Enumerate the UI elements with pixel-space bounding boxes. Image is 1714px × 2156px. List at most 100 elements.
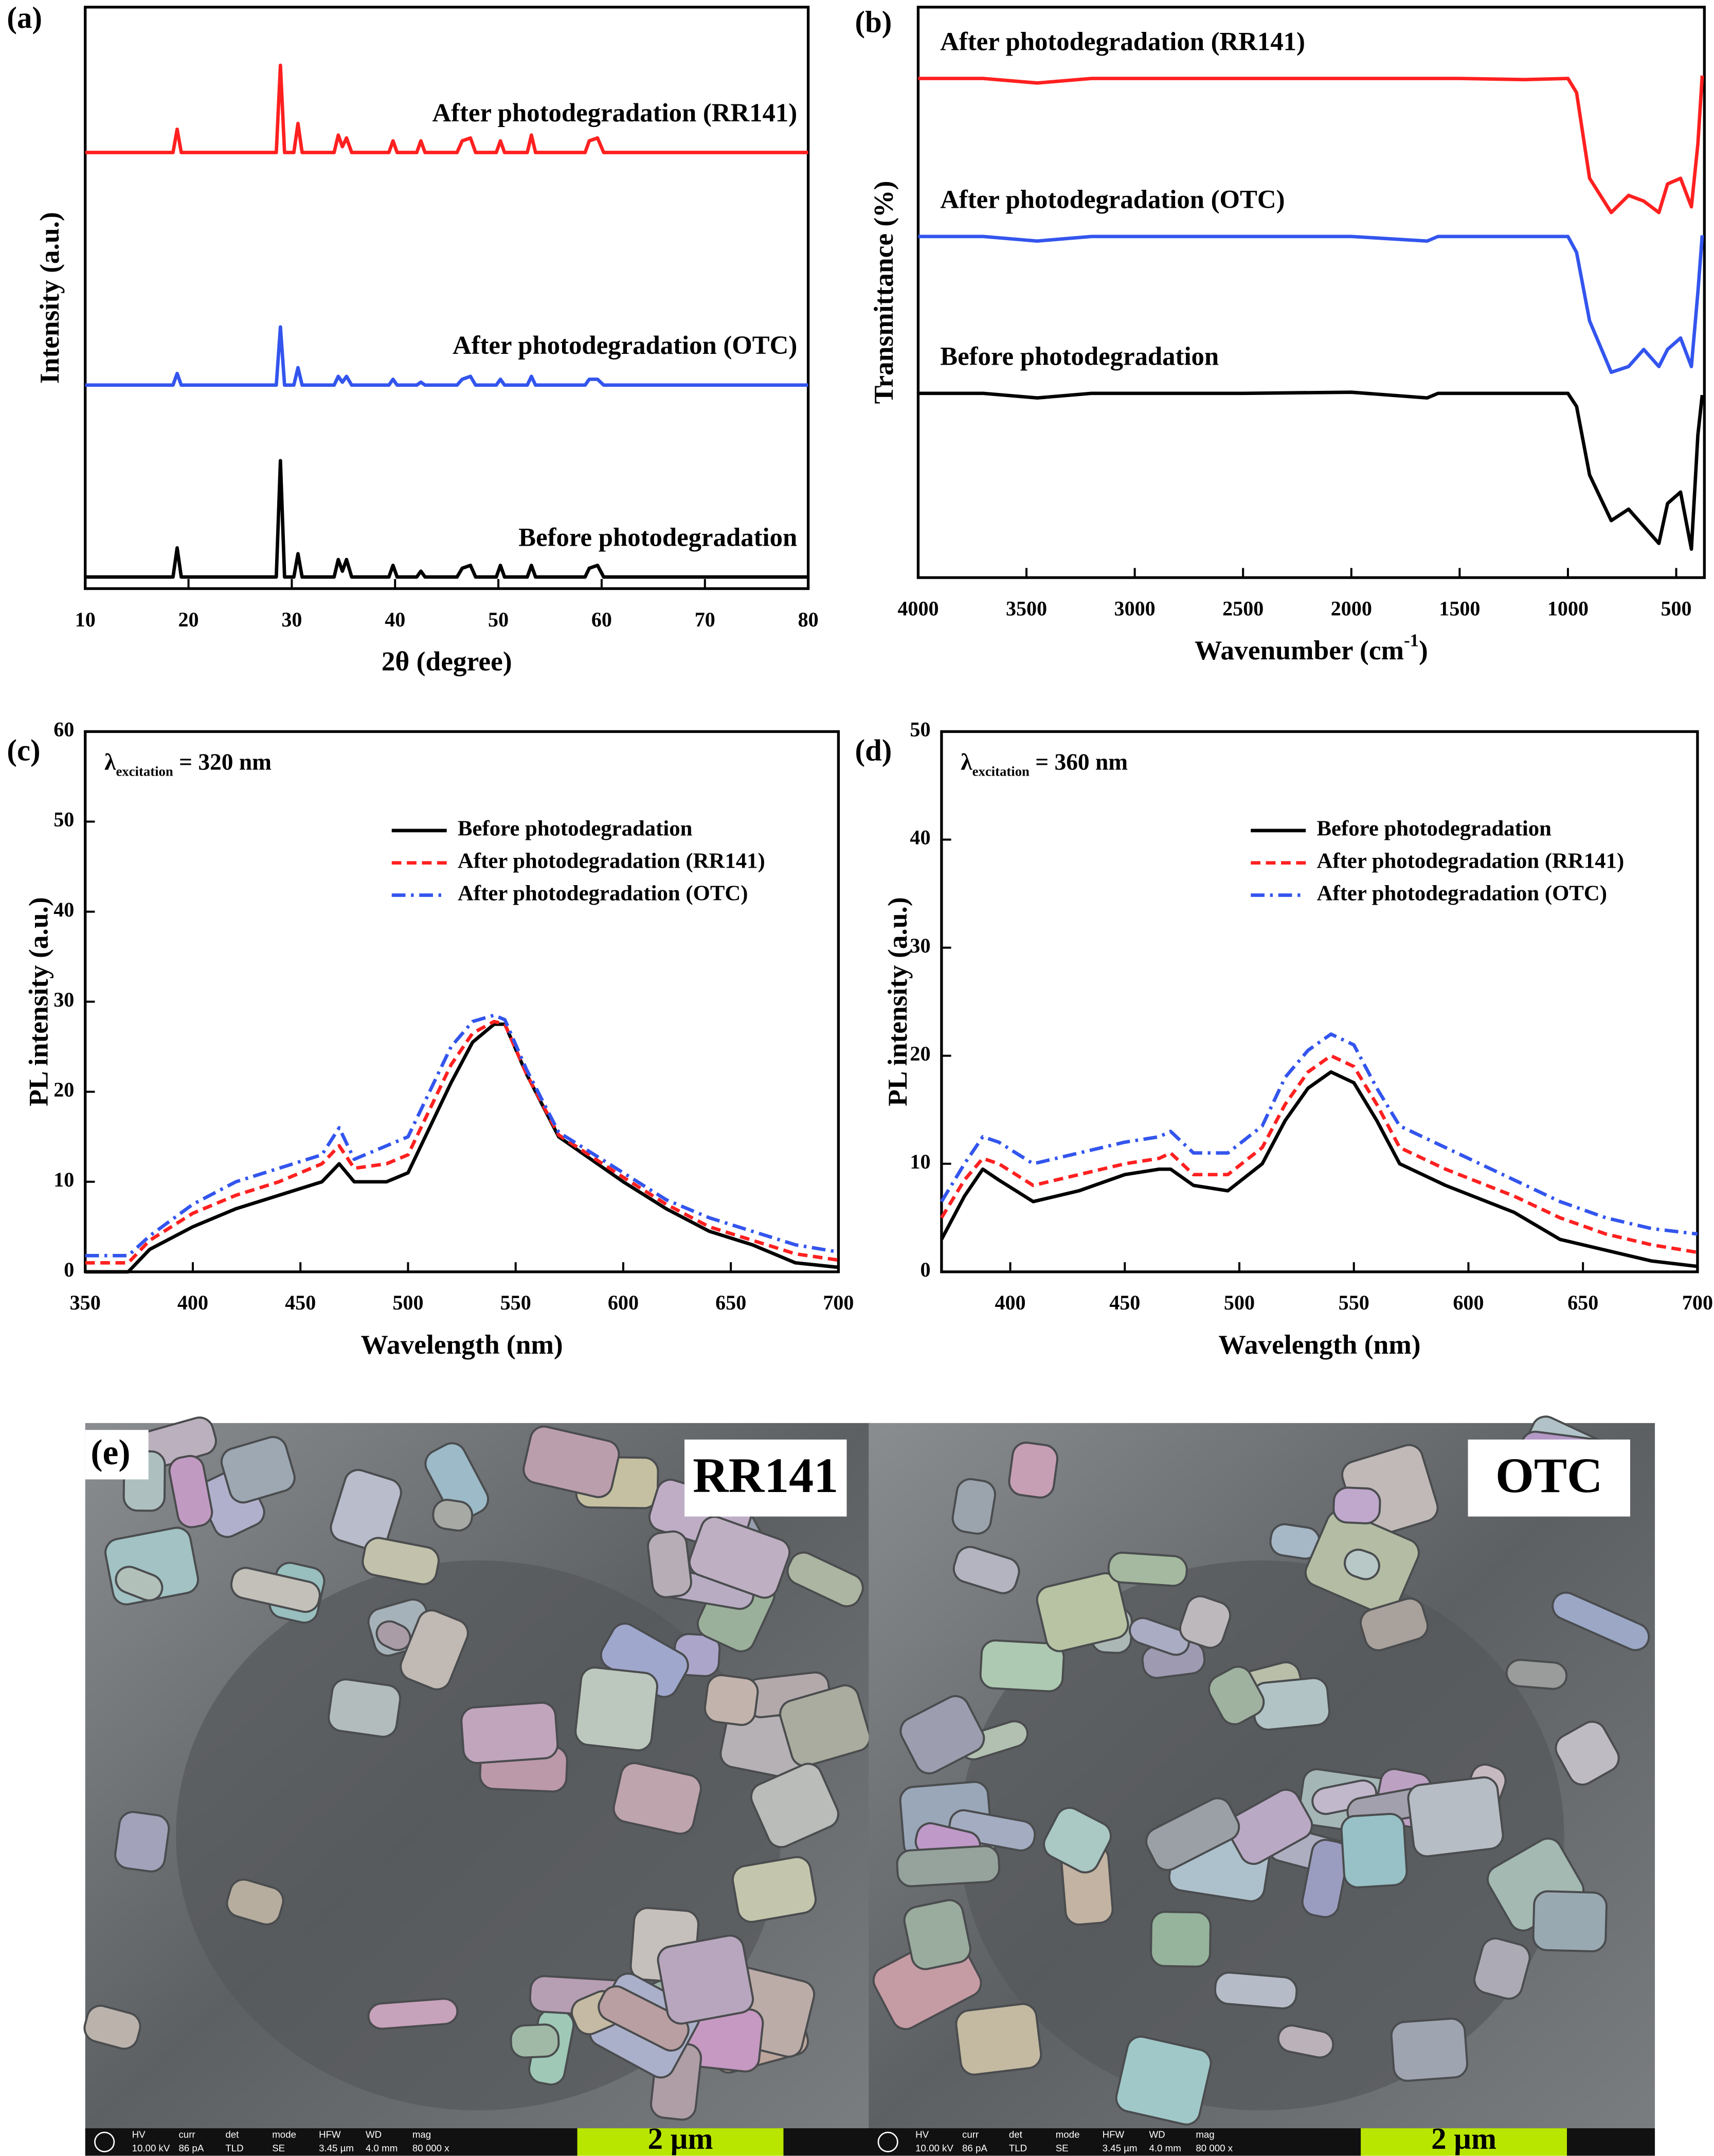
sem-particle [786,1551,864,1608]
x-tick-label: 1000 [1547,597,1589,620]
sem-particle [114,1811,170,1873]
series-line [940,1054,1698,1254]
legend-label: Before photodegradation [458,817,693,841]
series-line [940,1032,1698,1236]
x-axis-label-text: Wavelength (nm) [360,1329,563,1360]
x-tick-label: 70 [695,608,715,631]
series-line [85,1013,839,1257]
series-label: After photodegradation (OTC) [453,331,797,360]
y-tick-label: 50 [910,718,930,741]
annotation-subscript: excitation [972,764,1030,779]
series-label: After photodegradation (OTC) [940,185,1285,214]
info-logo [94,2131,115,2152]
sem-particle [1359,1597,1429,1651]
x-axis-label-sup: -1 [1404,631,1419,651]
sem-particle [328,1678,402,1738]
sem-particle [1145,1797,1240,1871]
sem-particle [779,1684,871,1767]
sem-particle [1207,1665,1265,1726]
y-tick-label: 0 [64,1258,74,1281]
x-tick-label: 20 [178,608,199,631]
sem-particle [1551,1591,1650,1651]
x-tick-label: 40 [385,608,405,631]
info-key: mode [272,2129,296,2140]
sem-particle [750,1763,839,1848]
y-tick-label: 40 [53,898,74,921]
x-axis-label-text: Wavelength (nm) [1218,1329,1420,1360]
info-value: 80 000 x [412,2143,449,2153]
x-axis-label: Wavelength (nm) [1218,1329,1420,1360]
sem-panel-label-box [85,1430,149,1480]
sem-particle [1179,1595,1232,1649]
panel-label: (c) [7,734,40,767]
info-value: 3.45 µm [319,2143,354,2153]
y-axis-label: PL intensity (a.u.) [23,897,53,1106]
annotation-symbol: λ [104,749,116,775]
x-tick-label: 10 [75,608,96,631]
sem-particle [367,1998,459,2030]
info-value: 86 pA [178,2143,204,2153]
plot-frame [916,6,1706,579]
info-key: mode [1056,2129,1080,2140]
sem-particle [83,2004,141,2050]
sem-particle [1128,1617,1190,1656]
y-tick-label: 30 [910,934,930,957]
x-tick-label: 30 [281,608,302,631]
sem-particle [1555,1720,1620,1786]
series-line [940,1070,1698,1268]
info-value: 86 pA [962,2143,987,2153]
sem-particle [1277,2024,1334,2059]
y-axis-label: PL intensity (a.u.) [882,897,913,1106]
sem-particle [1115,2035,1212,2126]
x-axis-label: Wavelength (nm) [360,1329,563,1360]
y-axis-label: Transmittance (%) [868,181,899,404]
x-axis-label: 2θ (degree) [382,646,512,677]
sem-particle [688,1516,791,1599]
x-tick-label: 500 [392,1291,423,1314]
sem-particle [612,1762,702,1835]
sem-particle [400,1609,469,1691]
x-tick-label: 550 [500,1291,531,1314]
legend-label: After photodegradation (OTC) [458,881,748,905]
sem-particle [1332,1486,1381,1524]
sem-particle [230,1567,321,1613]
annotation: λexcitation = 360 nm [961,749,1128,779]
info-logo [877,2131,898,2152]
info-key: HV [915,2129,929,2140]
y-tick-label: 50 [53,808,74,831]
x-axis-label-end: ) [1419,635,1428,666]
x-tick-label: 450 [285,1291,316,1314]
sem-particle [1407,1776,1504,1858]
legend-label: After photodegradation (RR141) [458,849,765,873]
sem-label: RR141 [693,1448,838,1503]
y-tick-label: 10 [53,1168,74,1191]
sem-particle [1532,1890,1608,1953]
x-tick-label: 50 [488,608,509,631]
sem-particle [362,1537,440,1586]
info-value: TLD [225,2143,243,2153]
sem-particle [115,1566,164,1602]
legend-label: After photodegradation (OTC) [1317,881,1607,905]
sem-particle [598,1985,690,2052]
x-axis-label-text: Wavenumber (cm [1195,635,1404,666]
legend-label: After photodegradation (RR141) [1317,849,1625,873]
x-tick-label: 500 [1661,597,1691,620]
x-tick-label: 350 [70,1291,101,1314]
sem-particle [226,1878,284,1926]
sem-label: OTC [1495,1448,1603,1503]
y-tick-label: 40 [910,826,930,849]
plot-frame [940,730,1699,1273]
sem-particle [731,1856,817,1923]
panel-label: (e) [91,1433,130,1472]
sem-particle [510,2023,560,2059]
info-key: WD [366,2129,382,2140]
x-tick-label: 700 [823,1291,854,1314]
sem-particle [574,1666,658,1752]
x-tick-label: 700 [1682,1291,1713,1314]
sem-particle [1226,1788,1313,1865]
info-key: WD [1149,2129,1165,2140]
y-tick-label: 20 [910,1042,930,1065]
annotation-text: = 320 nm [173,749,272,775]
y-tick-label: 20 [53,1078,74,1101]
